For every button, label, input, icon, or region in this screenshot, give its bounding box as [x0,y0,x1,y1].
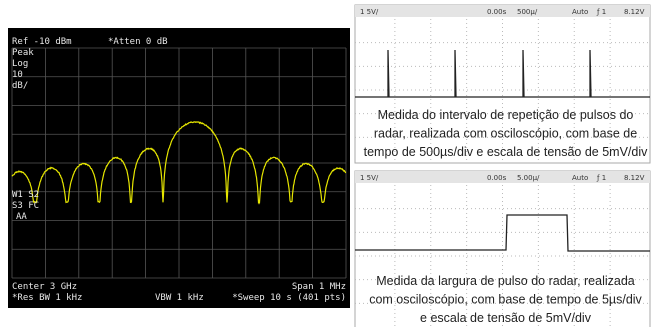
ref-level: Ref -10 dBm [12,37,72,47]
label: AA [16,212,27,222]
header-level: 8.12V [624,174,645,182]
header-trigger: ƒ 1 [596,8,606,16]
caption-line: radar, realizada com osciloscópio, com b… [374,127,637,141]
header-level: 8.12V [624,8,645,16]
header-trigger: ƒ 1 [596,174,606,182]
header-delay: 0.00s [487,8,507,16]
caption-line: Medida do intervalo de repetição de puls… [378,108,634,122]
page: Ref -10 dBm *Atten 0 dB Peak Log 10 dB/ … [0,0,655,327]
label: W1 S2 [12,190,39,200]
header-mode: Auto [572,8,588,16]
header-delay: 0.00s [487,174,507,182]
header-mode: Auto [572,174,588,182]
label: Log [12,59,28,69]
center-freq: Center 3 GHz [12,282,77,292]
oscilloscope: 1 5V/0.00s 5.00µ/Auto ƒ 1 8.12V Medida da la… [355,171,650,327]
sweep: *Sweep 10 s (401 pts) [232,293,346,303]
caption-line: e escala de tensão de 5mV/div [420,311,592,325]
header-channel: 1 5V/ [360,174,379,182]
oscilloscope: 1 5V/0.00s 500µ/Auto ƒ 1 8.12V Medida do int… [355,5,650,163]
label: 10 [12,70,23,80]
label: Peak [12,48,34,58]
attenuation: *Atten 0 dB [108,37,168,47]
caption: Medida do intervalo de repetição de puls… [364,108,649,159]
caption-line: Medida da largura de pulso do radar, rea… [376,274,635,288]
res-bw: *Res BW 1 kHz [12,293,82,303]
header-timebase: 500µ/ [517,8,538,16]
label: dB/ [12,81,28,91]
header-timebase: 5.00µ/ [517,174,540,182]
header-channel: 1 5V/ [360,8,379,16]
span: Span 1 MHz [292,282,346,292]
label: S3 FC [12,201,39,211]
caption-line: tempo de 500µs/div e escala de tensão de… [364,145,649,159]
vbw: VBW 1 kHz [155,293,204,303]
caption-line: com osciloscópio, com base de tempo de 5… [369,293,642,307]
